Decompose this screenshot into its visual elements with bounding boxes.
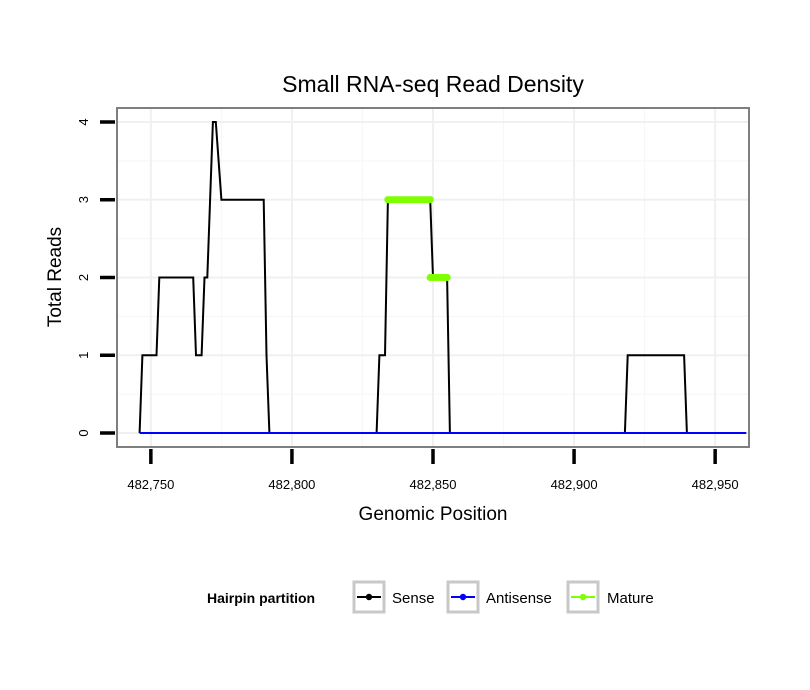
series-layer (138, 121, 747, 434)
y-tick-label: 1 (76, 352, 91, 359)
x-tick-label: 482,900 (551, 477, 598, 492)
axes: 482,750 482,800 482,850 482,900 482,950 0 1 2 3 4 (76, 118, 739, 492)
legend-point-mature (579, 593, 587, 601)
series-point-mature (426, 196, 434, 204)
y-axis-label: Total Reads (45, 227, 66, 327)
legend-item-antisense: Antisense (446, 580, 552, 614)
x-tick-label: 482,850 (410, 477, 457, 492)
legend-item-sense: Sense (352, 580, 435, 614)
legend-point-antisense (459, 593, 467, 601)
legend-label-mature: Mature (607, 590, 654, 607)
legend-label-antisense: Antisense (486, 590, 552, 607)
y-tick-label: 3 (76, 196, 91, 203)
legend-item-mature: Mature (566, 580, 654, 614)
x-tick-label: 482,750 (127, 477, 174, 492)
x-tick-label: 482,950 (692, 477, 739, 492)
legend-label-sense: Sense (392, 590, 435, 607)
series-point-mature (443, 273, 451, 282)
legend: Hairpin partition Sense Antisense Mature (207, 580, 654, 614)
y-tick-label: 2 (76, 274, 91, 281)
plot-panel (116, 107, 750, 448)
x-axis-label: Genomic Position (359, 504, 508, 525)
legend-title: Hairpin partition (207, 590, 315, 606)
y-tick-label: 4 (76, 118, 91, 125)
legend-point-sense (365, 593, 373, 601)
chart-title: Small RNA-seq Read Density (282, 71, 584, 97)
y-tick-label: 0 (76, 429, 91, 436)
x-tick-label: 482,800 (268, 477, 315, 492)
